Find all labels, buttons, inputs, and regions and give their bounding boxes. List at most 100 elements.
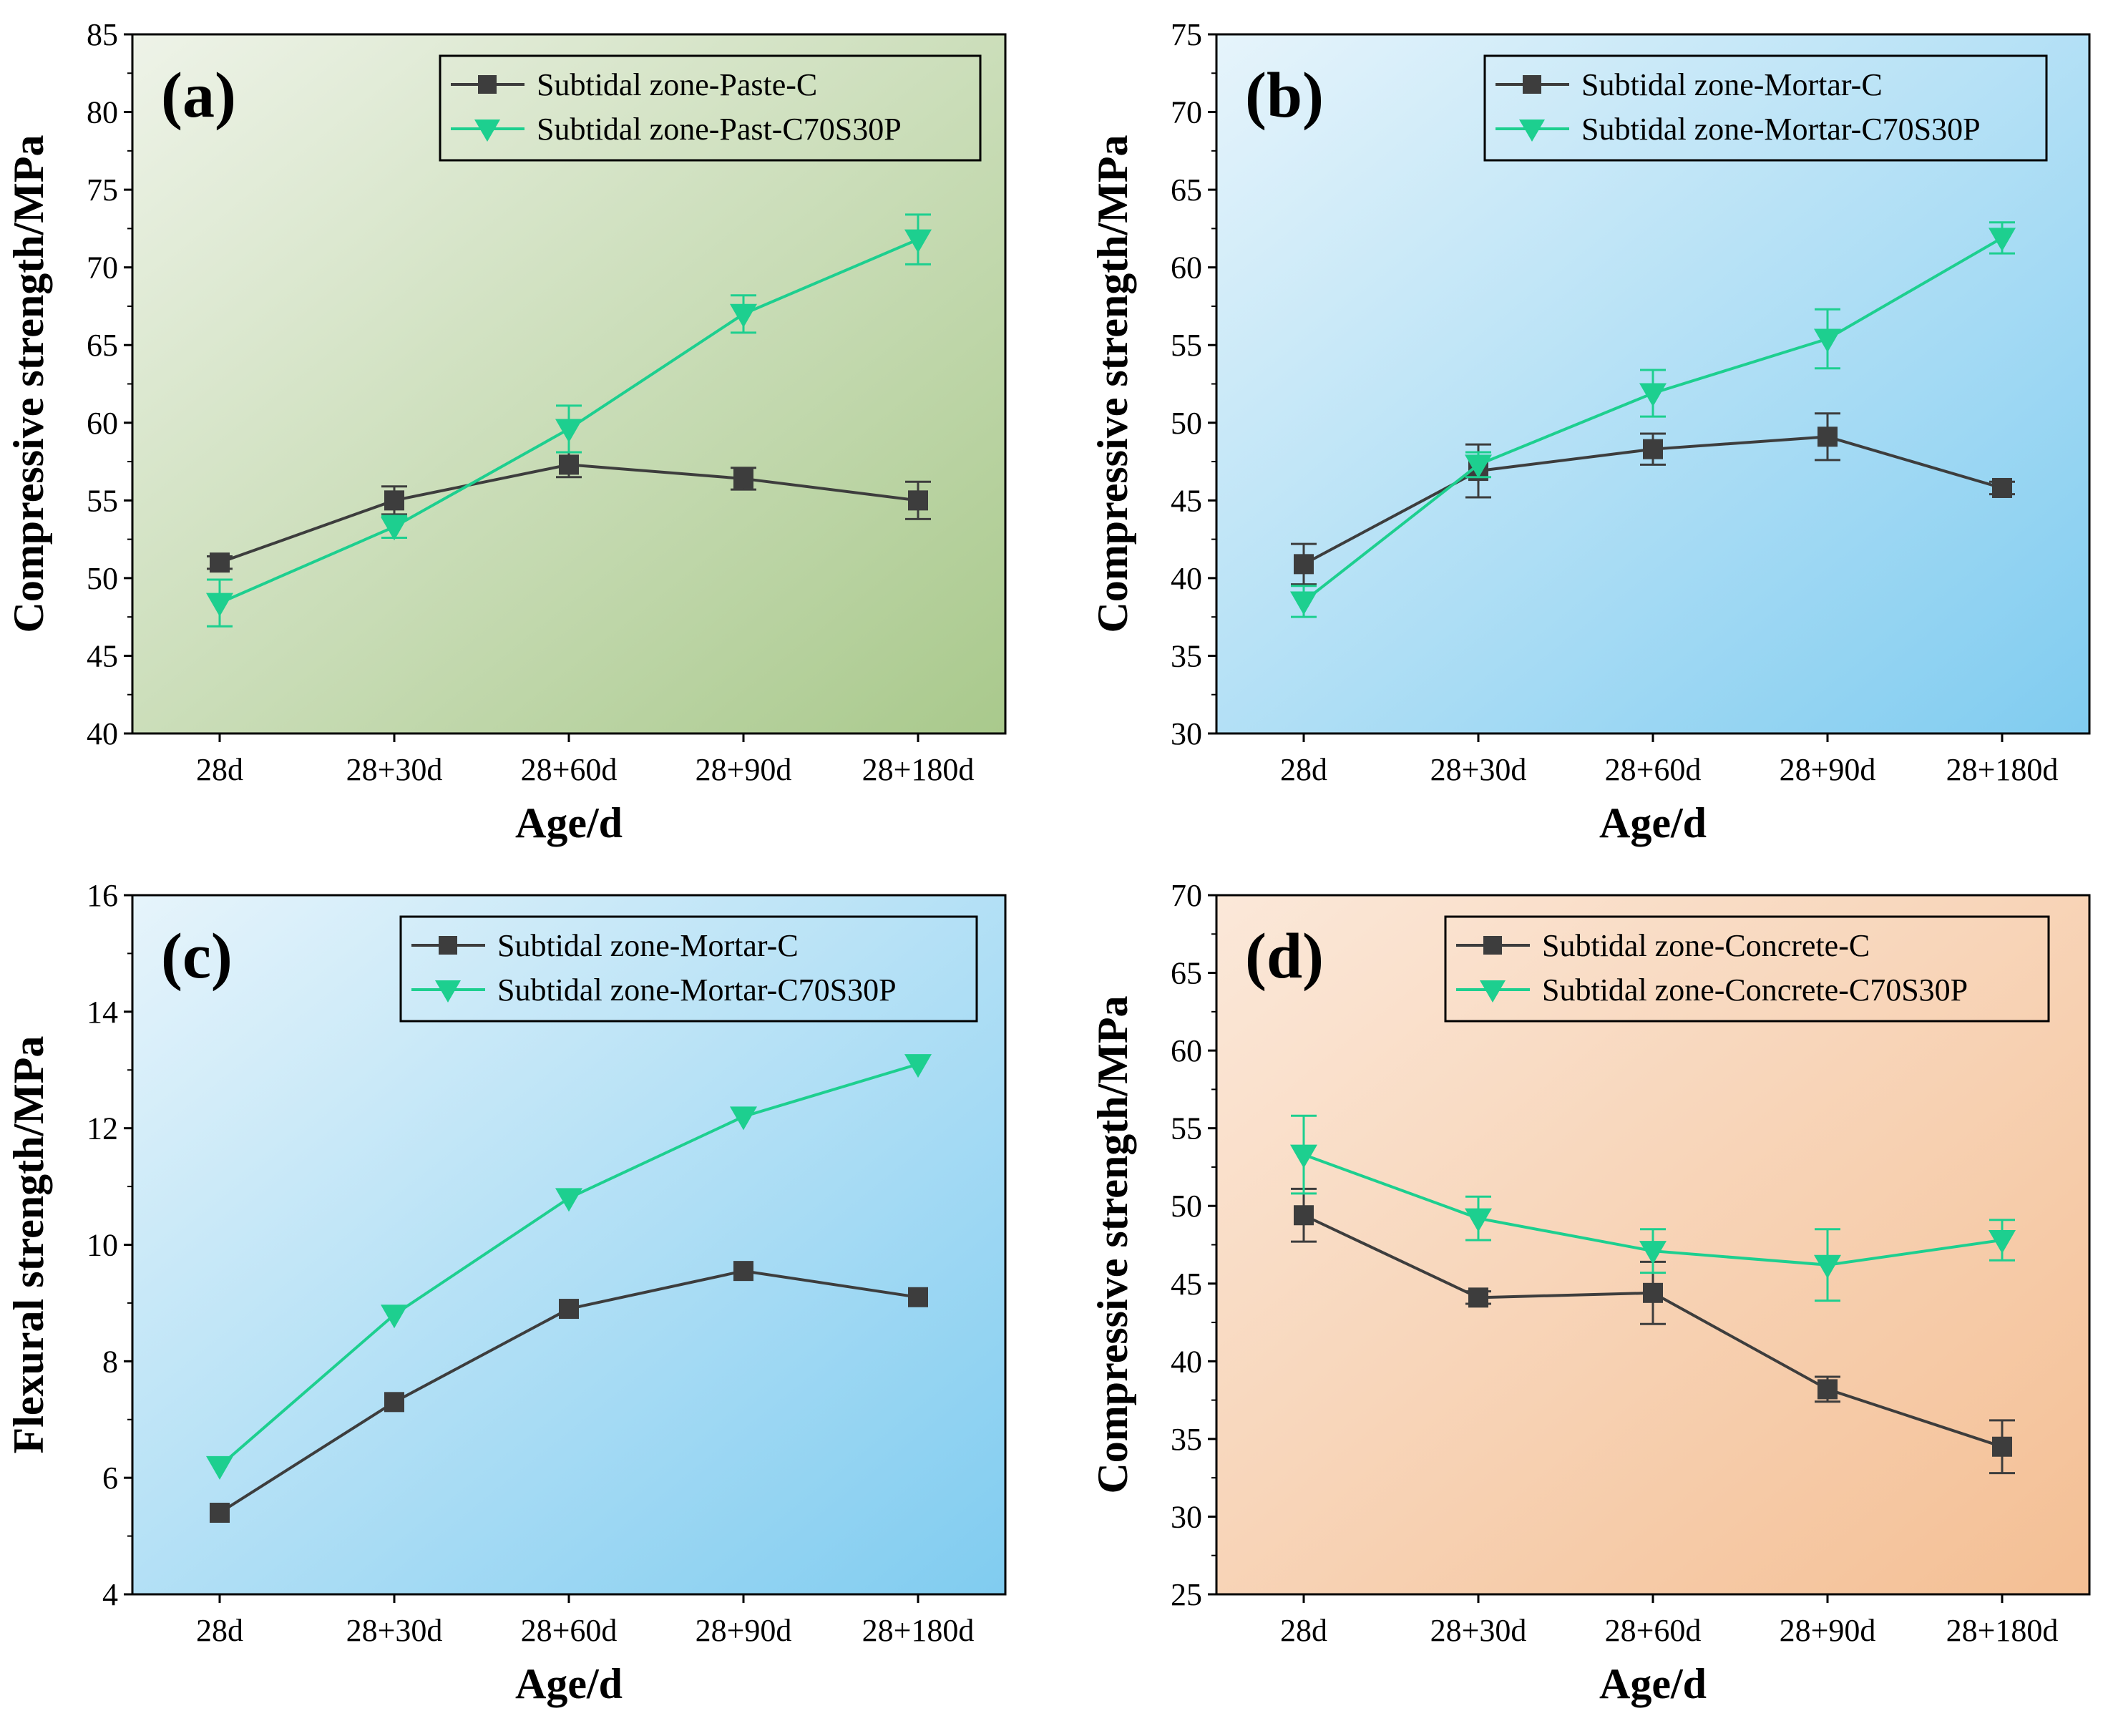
data-point-triangle xyxy=(555,419,582,443)
y-tick-label: 8 xyxy=(102,1344,118,1379)
legend-marker-square xyxy=(1483,936,1502,955)
data-point-square xyxy=(1294,554,1314,575)
y-tick-label: 60 xyxy=(87,406,118,441)
data-point-triangle xyxy=(730,1106,757,1131)
legend-box xyxy=(439,54,982,162)
legend-entry: Subtidal zone-Mortar-C70S30P xyxy=(1581,112,1981,147)
y-tick-label: 16 xyxy=(87,878,118,913)
y-tick-label: 55 xyxy=(87,483,118,518)
legend-entry: Subtidal zone-Concrete-C70S30P xyxy=(1542,972,1968,1008)
data-point-square xyxy=(908,490,928,511)
panel-label: (d) xyxy=(1245,921,1324,992)
data-point-square xyxy=(908,1287,928,1307)
data-point-square xyxy=(210,552,230,573)
chart-panel-2: 30 35 40 45 50 55 60 65 70 75 28d 28+30d 28+60d 28+90… xyxy=(1089,17,2091,847)
y-tick-label: 65 xyxy=(1171,172,1202,208)
legend-box xyxy=(399,915,978,1023)
legend-marker-square xyxy=(478,75,497,94)
y-tick-label: 55 xyxy=(1171,328,1202,363)
data-point-triangle xyxy=(1465,454,1492,479)
data-point-square xyxy=(559,1299,579,1320)
legend-marker-triangle xyxy=(1480,980,1506,1003)
x-tick-label: 28+90d xyxy=(1780,752,1876,787)
x-tick-label: 28+30d xyxy=(1430,752,1527,787)
data-point-triangle xyxy=(381,1305,408,1329)
y-axis-title: Compressive strength/MPa xyxy=(5,135,52,633)
x-tick-label: 28+180d xyxy=(1946,752,2059,787)
y-tick-label: 70 xyxy=(1171,95,1202,130)
data-point-square xyxy=(559,454,579,475)
data-point-triangle xyxy=(1989,1229,2016,1254)
y-tick-label: 75 xyxy=(87,172,118,208)
chart-panel-3: 4 6 8 10 12 14 16 28d 28+30d 28+60d 28+90d 28+180d A… xyxy=(5,878,1007,1707)
y-tick-label: 85 xyxy=(87,17,118,52)
x-tick-label: 28d xyxy=(1280,1613,1327,1648)
x-tick-label: 28+180d xyxy=(862,1613,975,1648)
y-tick-label: 40 xyxy=(87,716,118,751)
plot-background xyxy=(132,34,1005,733)
data-point-square xyxy=(1643,439,1663,459)
y-tick-label: 70 xyxy=(1171,878,1202,913)
legend-entry: Subtidal zone-Mortar-C70S30P xyxy=(497,972,897,1008)
x-tick-label: 28d xyxy=(196,1613,243,1648)
y-tick-label: 40 xyxy=(1171,1344,1202,1379)
y-tick-label: 14 xyxy=(87,995,118,1030)
data-point-square xyxy=(210,1503,230,1523)
legend: Subtidal zone-Paste-C Subtidal zone-Past-… xyxy=(439,54,982,162)
y-tick-label: 60 xyxy=(1171,1033,1202,1068)
x-axis-title: Age/d xyxy=(515,799,623,847)
y-tick-label: 45 xyxy=(1171,483,1202,518)
plot-frame xyxy=(131,33,1007,735)
y-tick-label: 30 xyxy=(1171,716,1202,751)
data-point-triangle xyxy=(1290,1144,1317,1169)
data-point-square xyxy=(1817,1379,1838,1400)
data-point-square xyxy=(1817,426,1838,447)
x-tick-label: 28+30d xyxy=(346,752,443,787)
x-tick-label: 28+180d xyxy=(862,752,975,787)
data-point-triangle xyxy=(206,1455,233,1480)
data-point-triangle xyxy=(904,229,932,253)
y-tick-label: 40 xyxy=(1171,561,1202,596)
y-axis-title: Flexural strength/MPa xyxy=(5,1036,52,1454)
y-tick-label: 35 xyxy=(1171,638,1202,673)
x-axis-title: Age/d xyxy=(515,1660,623,1707)
x-axis-title: Age/d xyxy=(1599,799,1707,847)
y-tick-label: 75 xyxy=(1171,17,1202,52)
x-tick-label: 28+30d xyxy=(346,1613,443,1648)
plot-frame xyxy=(131,894,1007,1596)
data-point-square xyxy=(1992,477,2012,498)
data-point-square xyxy=(1294,1205,1314,1226)
y-tick-label: 80 xyxy=(87,95,118,130)
legend: Subtidal zone-Mortar-C Subtidal zone-Mort… xyxy=(399,915,978,1023)
legend-box xyxy=(1444,915,2050,1023)
data-point-square xyxy=(1992,1436,2012,1457)
data-point-triangle xyxy=(904,1054,932,1078)
y-tick-label: 10 xyxy=(87,1228,118,1263)
data-point-triangle xyxy=(1814,328,1841,353)
legend-marker-triangle xyxy=(1519,120,1545,142)
legend-entry: Subtidal zone-Past-C70S30P xyxy=(537,112,902,147)
data-point-triangle xyxy=(1639,1241,1667,1265)
x-tick-label: 28+90d xyxy=(696,1613,792,1648)
x-tick-label: 28+60d xyxy=(1605,752,1702,787)
x-tick-label: 28+60d xyxy=(1605,1613,1702,1648)
plot-background xyxy=(132,895,1005,1594)
x-tick-label: 28+60d xyxy=(521,752,618,787)
y-tick-label: 4 xyxy=(102,1577,118,1612)
data-point-triangle xyxy=(1639,383,1667,407)
x-tick-label: 28+60d xyxy=(521,1613,618,1648)
legend-entry: Subtidal zone-Concrete-C xyxy=(1542,928,1870,963)
y-tick-label: 50 xyxy=(87,561,118,596)
y-tick-label: 50 xyxy=(1171,1189,1202,1224)
y-tick-label: 6 xyxy=(102,1461,118,1496)
data-point-square xyxy=(384,490,404,511)
plot-frame xyxy=(1215,894,2091,1596)
data-point-triangle xyxy=(381,517,408,541)
legend-entry: Subtidal zone-Mortar-C xyxy=(1581,67,1883,102)
legend: Subtidal zone-Concrete-C Subtidal zone-Co… xyxy=(1444,915,2050,1023)
data-point-triangle xyxy=(1989,228,2016,252)
y-tick-label: 70 xyxy=(87,250,118,286)
legend-marker-square xyxy=(1523,75,1541,94)
data-point-triangle xyxy=(730,303,757,328)
